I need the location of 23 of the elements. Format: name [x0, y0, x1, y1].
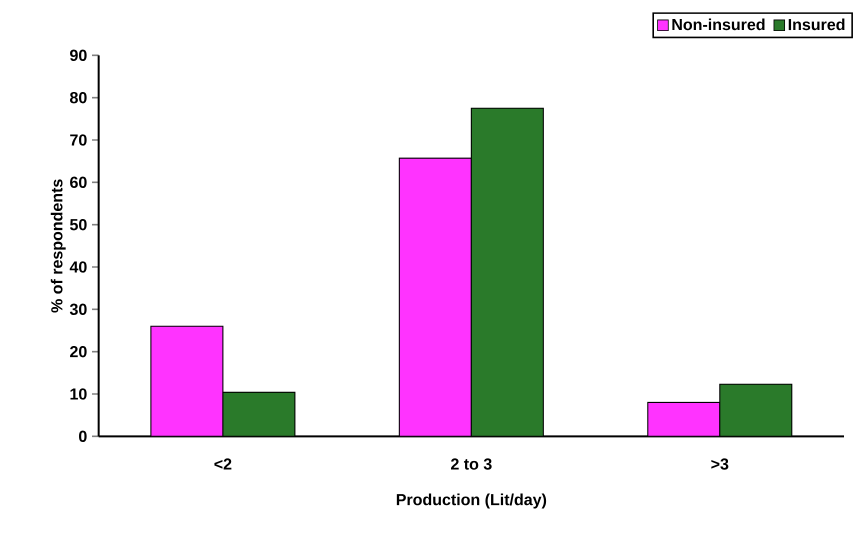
bar: [719, 384, 792, 436]
x-tick-label: <2: [214, 458, 232, 470]
bar: [470, 108, 544, 436]
y-axis-title: % of respondents: [50, 179, 66, 313]
x-tick-label: 2 to 3: [451, 458, 492, 470]
y-tick-label: 60: [70, 176, 87, 188]
y-tick-label: 40: [70, 261, 87, 273]
x-tick-label: >3: [711, 458, 728, 470]
y-tick-label: 10: [70, 388, 87, 400]
y-tick-label: 70: [70, 134, 87, 146]
x-axis-title: Production (Lit/day): [396, 494, 546, 508]
bar: [222, 392, 296, 436]
legend-label: Insured: [788, 18, 844, 30]
y-tick-label: 50: [70, 219, 87, 230]
bar: [647, 402, 720, 436]
y-tick-label: 90: [70, 50, 87, 61]
y-tick-label: 0: [79, 430, 87, 442]
y-tick-label: 30: [70, 304, 87, 316]
y-tick-label: 80: [70, 92, 87, 104]
legend-label: Non-insured: [672, 18, 765, 30]
bar: [150, 326, 224, 436]
bar: [398, 158, 472, 436]
y-tick-label: 20: [70, 346, 87, 358]
